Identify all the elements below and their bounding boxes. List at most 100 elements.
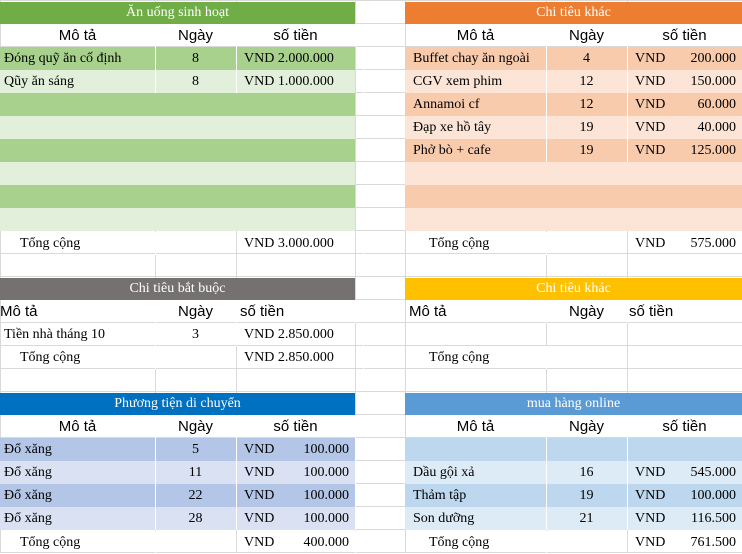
cell-amount: VND 100.000 bbox=[236, 461, 356, 484]
cell-description: Đổ xăng bbox=[4, 461, 156, 484]
currency: VND bbox=[635, 535, 666, 550]
header-description: Mô tả bbox=[0, 300, 156, 323]
table-row[interactable]: Đổ xăng 11 VND 100.000 bbox=[0, 461, 356, 484]
table-row[interactable]: Thảm tập 19 VND 100.000 bbox=[405, 484, 742, 507]
cell-description: Đổ xăng bbox=[4, 484, 156, 507]
cell-description: Đạp xe hồ tây bbox=[413, 116, 547, 139]
total-label: Tổng cộng bbox=[429, 346, 547, 369]
header-description: Mô tả bbox=[405, 24, 547, 47]
table-row[interactable]: Qũy ăn sáng 8 VND 1.000.000 bbox=[0, 70, 364, 93]
header-amount: số tiền bbox=[629, 300, 742, 323]
table-row[interactable]: Đạp xe hồ tây 19 VND 40.000 bbox=[405, 116, 742, 139]
table-row[interactable]: Đổ xăng 28 VND 100.000 bbox=[0, 507, 356, 530]
table-row[interactable] bbox=[405, 438, 742, 461]
table-row[interactable]: Phở bò + cafe 19 VND 125.000 bbox=[405, 139, 742, 162]
currency: VND bbox=[635, 465, 666, 480]
cell-amount: VND 200.000 bbox=[627, 47, 742, 70]
amount-value: 100.000 bbox=[303, 511, 350, 526]
amount-value: 150.000 bbox=[690, 74, 737, 89]
cell-day: 8 bbox=[155, 70, 237, 93]
cell-day: 3 bbox=[155, 323, 237, 346]
table-row-empty[interactable] bbox=[405, 162, 742, 185]
amount-value: 100.000 bbox=[303, 442, 350, 457]
header-day: Ngày bbox=[546, 415, 628, 438]
cell-day: 11 bbox=[155, 461, 237, 484]
currency: VND bbox=[635, 143, 666, 158]
currency: VND bbox=[244, 465, 275, 480]
table-row-empty[interactable] bbox=[0, 116, 355, 139]
table-row[interactable]: Đóng quỹ ăn cố định 8 VND 2.000.000 bbox=[0, 47, 364, 70]
cell-day: 12 bbox=[546, 93, 628, 116]
table-row-empty[interactable] bbox=[0, 139, 355, 162]
table-row-empty[interactable] bbox=[0, 208, 355, 231]
cell-day: 22 bbox=[155, 484, 237, 507]
table-row-empty[interactable] bbox=[0, 185, 355, 208]
total-amount: VND 575.000 bbox=[627, 232, 742, 255]
amount-value: 761.500 bbox=[690, 535, 737, 550]
cell-amount: VND 100.000 bbox=[236, 438, 356, 461]
header-day: Ngày bbox=[155, 415, 237, 438]
header-day: Ngày bbox=[546, 24, 628, 47]
amount-value: 60.000 bbox=[697, 97, 737, 112]
table-title: Phương tiện di chuyển bbox=[0, 393, 355, 415]
cell-amount: VND 100.000 bbox=[627, 484, 742, 507]
cell-day: 16 bbox=[546, 461, 628, 484]
header-day: Ngày bbox=[546, 300, 628, 323]
table-row-empty[interactable] bbox=[405, 208, 742, 231]
cell-amount: VND 40.000 bbox=[627, 116, 742, 139]
cell-amount: VND 125.000 bbox=[627, 139, 742, 162]
total-amount: VND 400.000 bbox=[236, 531, 356, 554]
amount-value: 575.000 bbox=[690, 236, 737, 251]
amount-value: 125.000 bbox=[690, 143, 737, 158]
cell-description: Annamoi cf bbox=[413, 93, 547, 116]
table-row[interactable]: Annamoi cf 12 VND 60.000 bbox=[405, 93, 742, 116]
table-row[interactable]: CGV xem phim 12 VND 150.000 bbox=[405, 70, 742, 93]
header-description: Mô tả bbox=[0, 24, 156, 47]
header-amount: số tiền bbox=[627, 415, 742, 438]
amount-value: 100.000 bbox=[303, 465, 350, 480]
cell-amount: VND 100.000 bbox=[236, 507, 356, 530]
table-row[interactable]: Tiền nhà tháng 10 3 VND 2.850.000 bbox=[0, 323, 364, 346]
table-header-row: Mô tả Ngày số tiền bbox=[405, 415, 742, 438]
cell-day: 8 bbox=[155, 47, 237, 70]
cell-description: Son dưỡng bbox=[413, 507, 547, 530]
cell-day: 19 bbox=[546, 116, 628, 139]
grid-col-line bbox=[546, 0, 547, 553]
table-title: mua hàng online bbox=[405, 393, 742, 415]
currency: VND bbox=[244, 488, 275, 503]
cell-amount: VND 150.000 bbox=[627, 70, 742, 93]
total-label: Tổng cộng bbox=[429, 531, 547, 554]
total-amount: VND 761.500 bbox=[627, 531, 742, 554]
currency: VND bbox=[244, 511, 275, 526]
table-row[interactable]: Buffet chay ăn ngoài 4 VND 200.000 bbox=[405, 47, 742, 70]
amount-value: 200.000 bbox=[690, 51, 737, 66]
currency: VND bbox=[635, 511, 666, 526]
amount-value: 100.000 bbox=[303, 488, 350, 503]
cell-day: 12 bbox=[546, 70, 628, 93]
header-day: Ngày bbox=[155, 300, 237, 323]
table-row[interactable]: Son dưỡng 21 VND 116.500 bbox=[405, 507, 742, 530]
amount-value: 40.000 bbox=[697, 120, 737, 135]
cell-description: Buffet chay ăn ngoài bbox=[413, 47, 547, 70]
header-amount: số tiền bbox=[236, 415, 356, 438]
cell-amount: VND 2.850.000 bbox=[236, 323, 364, 346]
cell-description: Dầu gội xả bbox=[413, 461, 547, 484]
header-description: Mô tả bbox=[0, 415, 156, 438]
grid-col-line bbox=[405, 0, 406, 553]
total-label: Tổng cộng bbox=[429, 232, 547, 255]
table-title: Chi tiêu bắt buộc bbox=[0, 278, 355, 300]
table-row[interactable]: Đổ xăng 22 VND 100.000 bbox=[0, 484, 356, 507]
total-label: Tổng cộng bbox=[20, 531, 156, 554]
table-header-row: Mô tả Ngày số tiền bbox=[405, 300, 742, 323]
cell-amount: VND 100.000 bbox=[236, 484, 356, 507]
grid-col-line bbox=[155, 0, 156, 553]
table-row[interactable]: Dầu gội xả 16 VND 545.000 bbox=[405, 461, 742, 484]
table-row-empty[interactable] bbox=[0, 162, 355, 185]
table-total-row: Tổng cộng VND 400.000 bbox=[0, 531, 356, 554]
table-total-row: Tổng cộng VND 3.000.000 bbox=[0, 232, 364, 255]
table-row[interactable]: Đổ xăng 5 VND 100.000 bbox=[0, 438, 356, 461]
header-amount: số tiền bbox=[236, 24, 356, 47]
header-description: Mô tả bbox=[409, 300, 547, 323]
table-row-empty[interactable] bbox=[405, 185, 742, 208]
table-row-empty[interactable] bbox=[0, 93, 355, 116]
